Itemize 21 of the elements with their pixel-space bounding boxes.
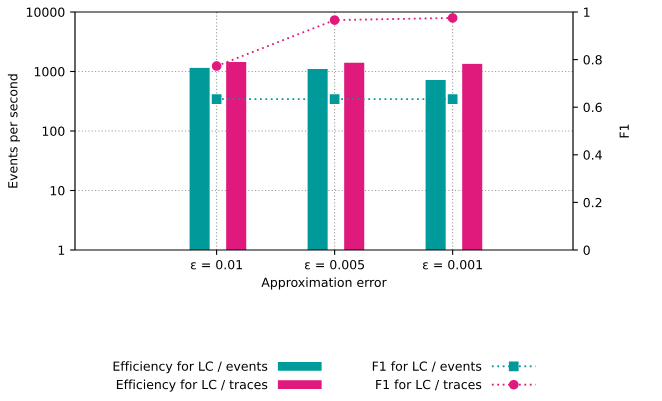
x-tick-label: ε = 0.001 xyxy=(422,260,482,270)
y-tick-label: 1 xyxy=(58,246,64,255)
legend-label: Efficiency for LC / traces xyxy=(116,380,268,392)
y2-axis-title: F1 xyxy=(620,124,629,138)
y-tick-label: 10000 xyxy=(26,7,64,17)
legend-label: F1 for LC / traces xyxy=(376,380,482,390)
legend-label: Efficiency for LC / events xyxy=(114,361,268,374)
y-tick-label: 1000 xyxy=(34,66,64,76)
x-tick-label: ε = 0.005 xyxy=(304,260,364,270)
legend-label: F1 for LC / events xyxy=(372,361,482,372)
y-axis-title: Events per second xyxy=(8,74,20,188)
y2-tick-label: 0.8 xyxy=(584,55,602,65)
x-axis-title: Approximation error xyxy=(261,277,387,290)
y-tick-label: 10 xyxy=(50,186,64,196)
x-tick-label: ε = 0.01 xyxy=(190,260,242,270)
y2-tick-label: 0 xyxy=(584,245,590,255)
y2-tick-label: 0.6 xyxy=(584,102,602,112)
y2-tick-label: 0.4 xyxy=(584,150,602,160)
y2-tick-label: 1 xyxy=(584,8,590,17)
y-tick-label: 100 xyxy=(42,126,64,136)
y2-tick-label: 0.2 xyxy=(584,198,602,208)
